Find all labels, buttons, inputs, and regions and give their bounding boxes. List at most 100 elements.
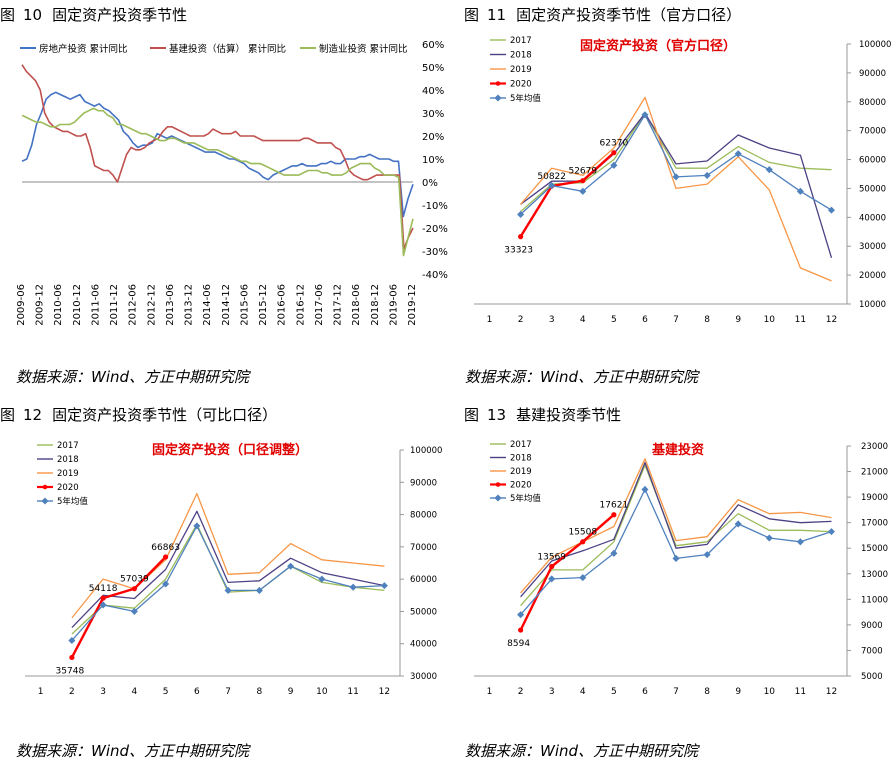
x-tick-label: 3 bbox=[100, 687, 106, 697]
figure-10-source: 数据来源：Wind、方正中期研究院 bbox=[16, 368, 250, 386]
x-tick-label: 6 bbox=[642, 687, 648, 697]
point-2020 bbox=[580, 539, 586, 545]
x-tick-label: 7 bbox=[673, 687, 679, 697]
series-line-2020 bbox=[519, 151, 615, 238]
y-tick-label: 13000 bbox=[861, 570, 888, 580]
y-tick-label: -30% bbox=[422, 247, 448, 258]
legend-label: 2018 bbox=[510, 51, 532, 61]
figure-title: 固定资产投资季节性（可比口径） bbox=[52, 406, 278, 424]
figure-13-source: 数据来源：Wind、方正中期研究院 bbox=[465, 742, 699, 760]
point-2020 bbox=[69, 654, 75, 661]
point-average bbox=[796, 187, 804, 195]
y-tick-label: 40000 bbox=[859, 213, 886, 223]
point-average bbox=[349, 583, 357, 591]
legend-label: 2019 bbox=[510, 65, 532, 75]
y-tick-label: 40000 bbox=[410, 640, 437, 650]
x-tick-label: 2013-12 bbox=[184, 284, 195, 326]
x-tick-label: 2010-12 bbox=[72, 284, 83, 326]
y-tick-label: 21000 bbox=[861, 468, 888, 478]
x-tick-label: 6 bbox=[642, 315, 648, 325]
figure-title: 基建投资季节性 bbox=[516, 406, 622, 424]
data-label: 54118 bbox=[89, 584, 118, 594]
chart-title: 固定资产投资（官方口径） bbox=[580, 38, 736, 54]
x-tick-label: 8 bbox=[704, 687, 710, 697]
x-tick-label: 2018-12 bbox=[370, 284, 381, 326]
x-tick-label: 1 bbox=[487, 687, 493, 697]
x-tick-label: 11 bbox=[347, 687, 358, 697]
legend-label: 2018 bbox=[510, 454, 532, 464]
x-tick-label: 2 bbox=[518, 315, 524, 325]
data-label: 33323 bbox=[504, 246, 533, 256]
data-label: 66863 bbox=[151, 543, 180, 553]
x-tick-label: 2017-12 bbox=[333, 284, 344, 326]
x-tick-label: 4 bbox=[132, 687, 138, 697]
series-line-2 bbox=[21, 107, 414, 257]
y-tick-label: 9000 bbox=[861, 621, 883, 631]
x-tick-label: 9 bbox=[735, 315, 741, 325]
figure-12-source: 数据来源：Wind、方正中期研究院 bbox=[16, 742, 250, 760]
series-line-5年均值 bbox=[520, 488, 832, 616]
x-tick-label: 7 bbox=[673, 315, 679, 325]
series-line-2020 bbox=[519, 513, 615, 631]
x-tick-label: 5 bbox=[163, 687, 169, 697]
point-2020 bbox=[163, 554, 169, 560]
y-tick-label: 80000 bbox=[859, 98, 886, 108]
figure-title: 固定资产投资季节性 bbox=[52, 6, 188, 24]
point-average bbox=[796, 538, 804, 546]
legend-label: 5年均值 bbox=[510, 493, 541, 504]
x-tick-label: 2015-06 bbox=[239, 284, 250, 326]
point-average bbox=[99, 601, 107, 609]
x-tick-label: 9 bbox=[735, 687, 741, 697]
data-label: 50822 bbox=[537, 172, 566, 182]
y-tick-label: -40% bbox=[422, 270, 448, 281]
legend-label: 2017 bbox=[510, 36, 532, 46]
point-average bbox=[162, 580, 170, 588]
y-tick-label: 100000 bbox=[859, 40, 891, 50]
point-average bbox=[255, 586, 263, 594]
y-tick-label: 19000 bbox=[861, 493, 888, 503]
x-tick-label: 10 bbox=[764, 687, 776, 697]
y-tick-label: 90000 bbox=[410, 478, 437, 488]
x-tick-label: 2011-06 bbox=[90, 284, 101, 326]
x-tick-label: 10 bbox=[764, 315, 776, 325]
x-tick-label: 4 bbox=[580, 687, 586, 697]
y-tick-label: 0% bbox=[422, 178, 438, 189]
x-tick-label: 1 bbox=[38, 687, 44, 697]
y-tick-label: 60000 bbox=[410, 575, 437, 585]
x-tick-label: 3 bbox=[549, 687, 555, 697]
series-line-2017 bbox=[520, 112, 832, 213]
figure-number: 13 bbox=[487, 406, 507, 424]
chart-title: 固定资产投资（口径调整） bbox=[152, 442, 308, 458]
series-line-2018 bbox=[520, 112, 833, 258]
x-tick-label: 2012-12 bbox=[146, 284, 157, 326]
x-tick-label: 2012-06 bbox=[128, 284, 139, 326]
chart-figure-11: 100000 90000 80000 70000 60000 50000 40000 3000… bbox=[474, 36, 891, 325]
point-2020 bbox=[611, 150, 617, 156]
x-tick-label: 11 bbox=[795, 315, 806, 325]
y-tick-label: 60% bbox=[422, 40, 444, 51]
x-tick-label: 2 bbox=[69, 687, 75, 697]
x-tick-label: 5 bbox=[611, 315, 617, 325]
x-tick-label: 7 bbox=[225, 687, 231, 697]
chart-title: 基建投资 bbox=[651, 442, 704, 458]
figure-prefix: 图 bbox=[0, 406, 16, 424]
y-tick-label: 90000 bbox=[859, 69, 886, 79]
y-tick-label: -10% bbox=[422, 201, 448, 212]
point-average bbox=[827, 206, 835, 214]
x-tick-label: 2017-06 bbox=[314, 284, 325, 326]
x-tick-label: 11 bbox=[795, 687, 806, 697]
series-line-1 bbox=[21, 64, 414, 250]
series-line-5年均值 bbox=[71, 525, 385, 641]
point-average bbox=[287, 562, 295, 570]
point-2020 bbox=[518, 627, 524, 633]
x-tick-label: 3 bbox=[549, 315, 555, 325]
point-2020 bbox=[549, 563, 555, 570]
legend-label: 2017 bbox=[510, 440, 532, 450]
y-tick-label: 70000 bbox=[859, 127, 886, 137]
x-tick-label: 2014-12 bbox=[221, 284, 232, 326]
y-tick-label: 7000 bbox=[861, 646, 883, 656]
point-2020 bbox=[100, 595, 106, 601]
point-average bbox=[610, 161, 618, 169]
figure-title: 固定资产投资季节性（官方口径） bbox=[516, 6, 742, 24]
y-tick-label: 30% bbox=[422, 109, 444, 120]
